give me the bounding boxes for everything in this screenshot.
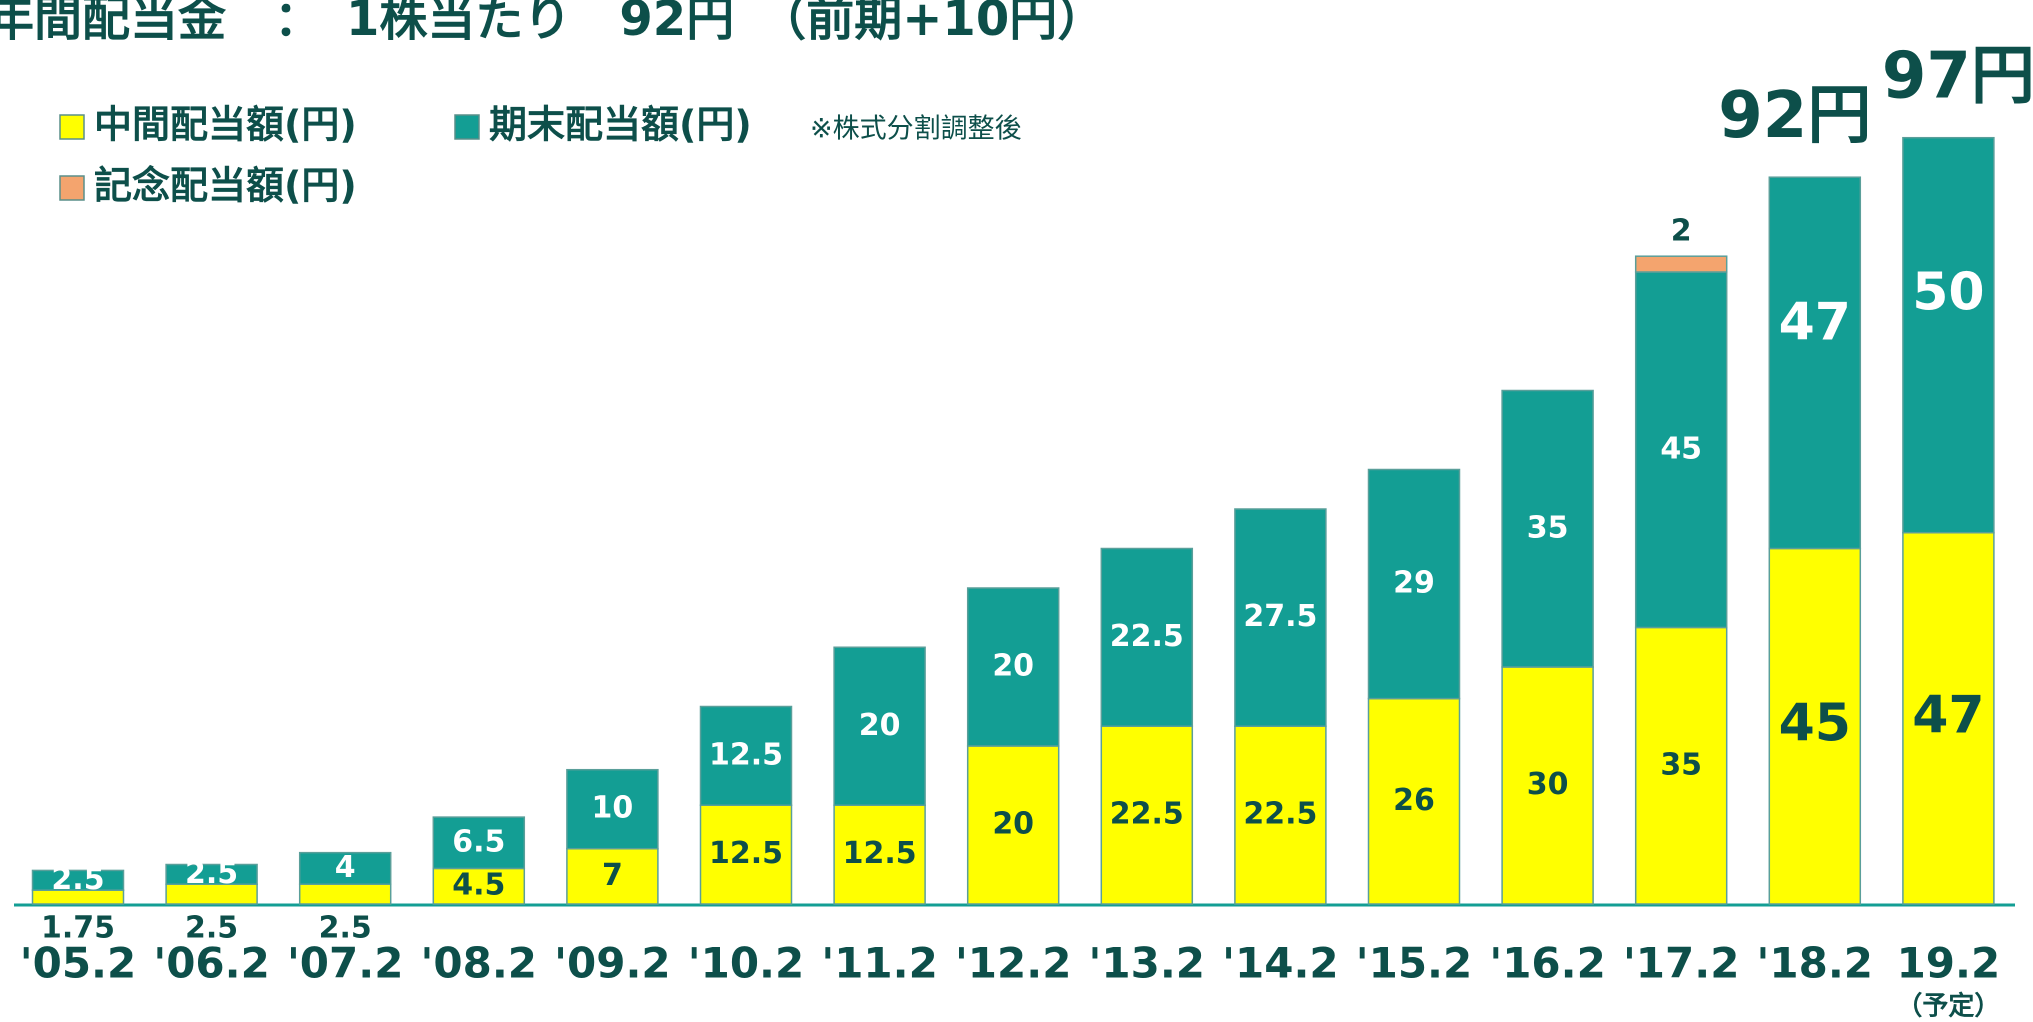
value-label: 30: [1527, 767, 1569, 802]
bar-segment: [1100, 725, 1194, 905]
value-label: 26: [1393, 783, 1435, 818]
value-label: 20: [859, 708, 901, 743]
value-label: 20: [992, 807, 1034, 842]
chart-title: 年間配当金 ： 1株当たり 92円 （前期+10円）: [0, 0, 1105, 47]
x-tick-label: '09.2: [554, 939, 670, 988]
bar-segment: [833, 646, 926, 806]
bar-segment: [1634, 255, 1728, 273]
legend-swatch: [59, 114, 85, 140]
value-label: 22.5: [1110, 797, 1184, 832]
bar-segment: [165, 863, 258, 885]
x-tick-label: '18.2: [1757, 939, 1873, 988]
value-label: 1.75: [41, 911, 115, 946]
note: ※株式分割調整後: [810, 114, 1022, 145]
bar-segment: [1367, 697, 1461, 905]
bar-segment: [566, 768, 659, 850]
value-label: 10: [592, 791, 634, 826]
bar-segment: [699, 705, 793, 806]
bar-segment: [1234, 725, 1327, 905]
legend-label: 中間配当額(円): [94, 103, 357, 147]
bar-segment: [1768, 176, 1862, 550]
bar-segment: [1234, 508, 1327, 727]
value-label: 2.5: [319, 911, 372, 946]
bar-segment: [298, 851, 392, 886]
value-label: 47: [1912, 685, 1984, 745]
value-label: 29: [1393, 566, 1435, 601]
value-label: 12.5: [709, 836, 783, 871]
x-tick-label: '05.2: [20, 939, 136, 988]
value-label: 45: [1660, 431, 1702, 466]
value-label: 27.5: [1243, 599, 1317, 634]
x-tick-label: '12.2: [955, 939, 1071, 988]
bar-segment: [31, 869, 125, 891]
value-label: 22.5: [1243, 797, 1317, 832]
x-tick-label: '07.2: [287, 939, 403, 988]
x-tick-label: 19.2: [1897, 939, 2001, 988]
x-tick-label: '17.2: [1623, 939, 1739, 988]
value-label: 2.5: [51, 862, 104, 897]
bar-segment: [1902, 136, 1995, 534]
value-label: 35: [1660, 747, 1702, 782]
legend-swatch: [454, 114, 480, 140]
x-tick-label: '10.2: [688, 939, 804, 988]
value-label: 12.5: [843, 836, 917, 871]
value-label: 7: [602, 858, 623, 893]
value-label: 4.5: [452, 868, 505, 903]
bar-segment: [966, 587, 1060, 747]
value-label: 22.5: [1110, 619, 1184, 654]
total-label: 92円: [1718, 79, 1871, 153]
bar-segment: [1634, 626, 1728, 905]
bar-segment: [699, 804, 793, 905]
bar-segment: [1768, 547, 1862, 905]
bar-segment: [1501, 666, 1594, 905]
x-tick-label: '16.2: [1489, 939, 1605, 988]
bar-segment: [1367, 468, 1461, 700]
value-label: 35: [1527, 510, 1569, 545]
value-label: 2: [1671, 214, 1692, 249]
x-tick-label: '14.2: [1222, 939, 1338, 988]
x-tick-label: '11.2: [821, 939, 937, 988]
bar-segment: [966, 745, 1060, 905]
bar-segment: [1501, 389, 1594, 668]
value-label: 2.5: [185, 911, 238, 946]
x-tick-label: '15.2: [1356, 939, 1472, 988]
value-label: 6.5: [452, 824, 505, 859]
total-label: 97円: [1882, 39, 2033, 113]
x-tick-label: '06.2: [153, 939, 269, 988]
bar-segment: [1634, 271, 1728, 629]
value-label: 50: [1912, 263, 1984, 323]
value-label: 45: [1779, 693, 1851, 753]
category-note: （予定）: [1896, 991, 2000, 1022]
bar-segment: [298, 883, 392, 905]
bar-segment: [1902, 531, 1995, 905]
x-tick-label: '13.2: [1089, 939, 1205, 988]
value-label: 20: [992, 649, 1034, 684]
legend-swatch: [59, 175, 85, 201]
value-label: 12.5: [709, 737, 783, 772]
x-tick-label: '08.2: [421, 939, 537, 988]
value-label: 47: [1779, 293, 1851, 353]
bar-segment: [432, 816, 526, 870]
legend-label: 記念配当額(円): [94, 164, 357, 208]
legend-label: 期末配当額(円): [489, 103, 752, 147]
bar-segment: [1100, 547, 1194, 727]
value-label: 4: [335, 850, 356, 885]
value-label: 2.5: [185, 856, 238, 891]
